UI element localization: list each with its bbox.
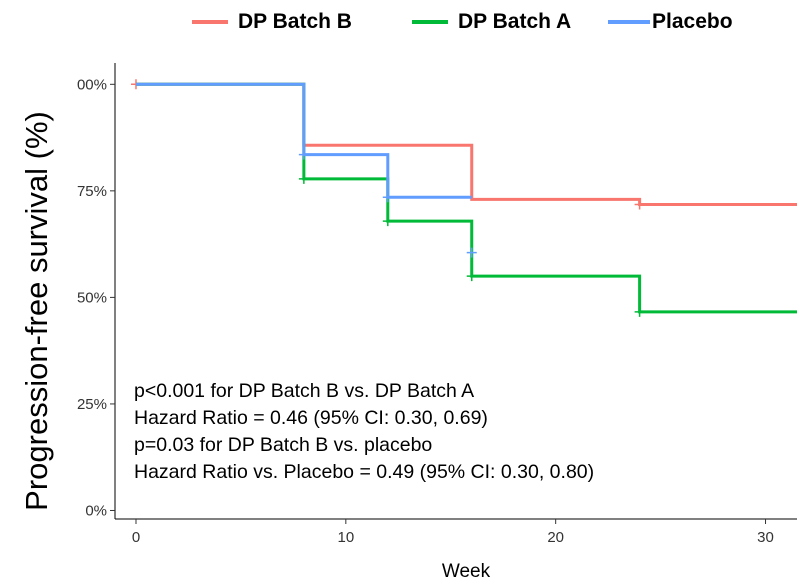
y-axis-title: Progression-free survival (%) bbox=[19, 111, 54, 511]
x-axis-title: Week bbox=[442, 561, 491, 582]
legend-label-dp-batch-a: DP Batch A bbox=[458, 10, 572, 33]
censor-mark-placebo bbox=[466, 247, 477, 258]
annotation-line: p<0.001 for DP Batch B vs. DP Batch A bbox=[134, 380, 474, 402]
series-line-placebo bbox=[135, 82, 472, 199]
legend-item-dp-batch-b: DP Batch B bbox=[192, 6, 352, 38]
y-tick-label: 25% bbox=[77, 396, 107, 413]
x-tick-label: 20 bbox=[547, 529, 564, 546]
x-tick-label: 0 bbox=[132, 529, 140, 546]
censor-mark-dp-batch-a bbox=[382, 216, 393, 227]
annotation-line: Hazard Ratio = 0.46 (95% CI: 0.30, 0.69) bbox=[134, 407, 488, 429]
axes: 0% 25% 50% 75% 00% 0 10 20 30 Week Progression-fre… bbox=[19, 63, 797, 582]
series-line-dp-batch-b bbox=[135, 82, 797, 206]
y-tick-label: 00% bbox=[77, 76, 107, 93]
censor-mark-dp-batch-b bbox=[634, 199, 645, 210]
censor-mark-dp-batch-a bbox=[634, 306, 645, 317]
y-tick-label: 0% bbox=[85, 502, 107, 519]
censor-mark-placebo bbox=[298, 149, 309, 160]
censor-mark-dp-batch-a bbox=[466, 271, 477, 282]
censor-mark-dp-batch-a bbox=[298, 173, 309, 184]
legend-item-placebo: Placebo bbox=[608, 6, 733, 38]
annotation-line: p=0.03 for DP Batch B vs. placebo bbox=[134, 434, 432, 456]
annotation-layer: p<0.001 for DP Batch B vs. DP Batch A Haz… bbox=[134, 380, 594, 483]
censor-mark-placebo bbox=[382, 192, 393, 203]
legend-swatch-placebo bbox=[608, 20, 650, 24]
series-layer bbox=[130, 79, 797, 317]
annotation-line: Hazard Ratio vs. Placebo = 0.49 (95% CI:… bbox=[134, 461, 594, 483]
y-tick-label: 75% bbox=[77, 183, 107, 200]
x-tick-label: 10 bbox=[337, 529, 354, 546]
legend-label-dp-batch-b: DP Batch B bbox=[238, 10, 352, 33]
legend-swatch-dp-batch-a bbox=[412, 20, 448, 24]
x-tick-label: 30 bbox=[757, 529, 774, 546]
legend-item-dp-batch-a: DP Batch A bbox=[412, 6, 571, 38]
legend-label-placebo: Placebo bbox=[652, 10, 733, 33]
legend: DP Batch B DP Batch A Placebo bbox=[0, 6, 797, 38]
y-tick-label: 50% bbox=[77, 289, 107, 306]
legend-swatch-dp-batch-b bbox=[192, 20, 228, 24]
